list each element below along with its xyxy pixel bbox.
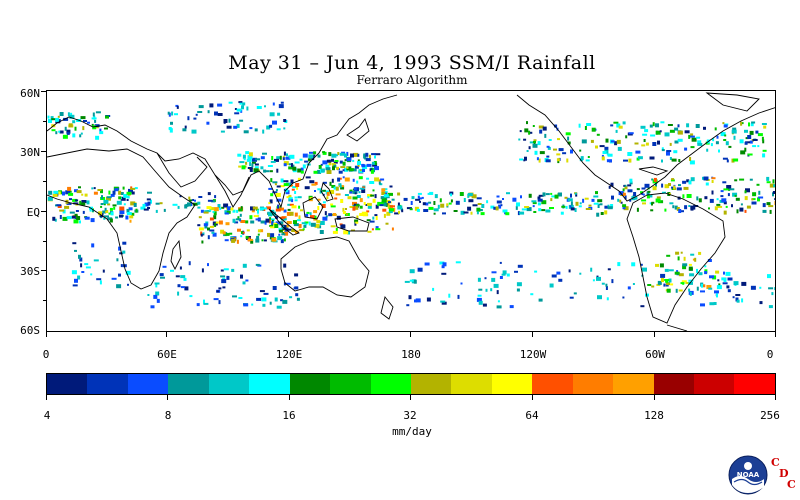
coastlines [47,92,775,331]
coastline-bottom [666,324,688,331]
colorbar-tick [167,395,168,400]
colorbar-label-128: 128 [644,409,664,422]
lat-label-30n: 30N [20,146,40,159]
colorbar-cell [370,374,411,394]
colorbar-cell [734,374,775,394]
colorbar-cell [47,374,88,394]
colorbar-cell [330,374,371,394]
lon-tick [532,332,533,337]
lat-label-30s: 30S [20,265,40,278]
coastline-japan [346,118,370,142]
lon-label-120e: 120E [275,348,303,361]
colorbar-label-8: 8 [164,409,172,422]
coastline-philippines [320,182,334,202]
colorbar-label-16: 16 [282,409,296,422]
coastline-sumatra [268,208,300,236]
svg-text:NOAA: NOAA [737,471,760,479]
colorbar-label-64: 64 [525,409,539,422]
lat-tick [41,91,46,92]
coastline-caribbean [638,166,669,176]
lat-tick [43,300,46,301]
lat-label-60s: 60S [20,324,40,337]
lat-tick [43,241,46,242]
colorbar-cell [532,374,573,394]
colorbar-label-4: 4 [43,409,51,422]
colorbar-cell [127,374,169,394]
coastline-australia [280,236,370,298]
colorbar [46,373,776,395]
rainfall-map-canvas [47,92,775,331]
lon-label-60w: 60W [645,348,665,361]
coastline-greenland [705,92,760,112]
lon-label-0: 0 [42,348,50,361]
noaa-logo-icon: NOAA [728,455,768,495]
colorbar-tick [775,395,776,400]
colorbar-cell [289,374,331,394]
coastline-north-america [516,94,775,202]
coastline-eurasia [47,94,398,209]
cdc-letter-d: D [779,467,789,480]
lon-tick [166,332,167,337]
colorbar-cell [491,374,533,394]
cdc-letter-c1: C [771,456,780,469]
colorbar-cell [694,374,735,394]
colorbar-tick [289,395,290,400]
colorbar-unit-label: mm/day [392,425,432,438]
coastline-africa [47,148,196,290]
colorbar-tick [532,395,533,400]
lat-tick [43,121,46,122]
lon-tick [410,332,411,337]
coastline-new-guinea [334,216,370,232]
coastline-arabia [156,152,208,188]
lon-label-60e: 60E [157,348,177,361]
lat-tick [41,270,46,271]
colorbar-tick [46,395,47,400]
lon-tick [46,332,47,337]
colorbar-label-32: 32 [403,409,417,422]
lon-label-0-right: 0 [766,348,774,361]
map-subtitle: Ferraro Algorithm [356,73,468,87]
colorbar-cell [572,374,614,394]
colorbar-cell [653,374,694,394]
colorbar-cell [613,374,654,394]
lon-tick [288,332,289,337]
colorbar-cell [168,374,209,394]
colorbar-tick [654,395,655,400]
lat-tick [43,181,46,182]
coastline-india [214,174,250,208]
rainfall-map [46,90,776,332]
lon-tick [775,332,776,337]
colorbar-cell [87,374,128,394]
coastline-borneo [302,196,324,220]
lat-label-60n: 60N [20,87,40,100]
colorbar-tick [410,395,411,400]
coastline-new-zealand [380,296,394,320]
colorbar-cell [451,374,492,394]
lon-tick [654,332,655,337]
colorbar-cell [249,374,290,394]
coastline-south-america [626,192,726,324]
coastline-madagascar [170,239,182,271]
colorbar-cell [410,374,452,394]
lon-label-120w: 120W [519,348,547,361]
lat-label-eq: EQ [26,206,40,219]
colorbar-cell [208,374,250,394]
map-title: May 31 – Jun 4, 1993 SSM/I Rainfall [228,52,596,74]
rainfall-cells [47,101,775,309]
lon-label-180: 180 [401,348,421,361]
lat-tick [41,211,46,212]
colorbar-label-256: 256 [760,409,780,422]
lat-tick [41,151,46,152]
cdc-letter-c2: C [787,478,796,491]
